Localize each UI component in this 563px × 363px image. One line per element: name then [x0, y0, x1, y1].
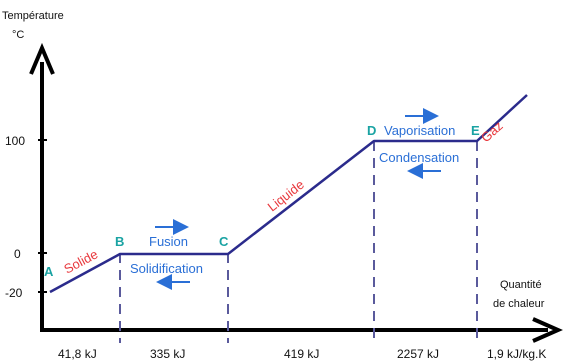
point-label-a: A [44, 264, 54, 279]
energy-label-solid-heating: 41,8 kJ [58, 347, 97, 361]
y-tick-label-minus20: -20 [5, 286, 23, 300]
x-axis-title-line2: de chaleur [493, 298, 545, 310]
y-tick-label-100: 100 [5, 134, 25, 148]
point-label-d: D [367, 123, 376, 138]
state-label-gas: Gaz [478, 118, 506, 145]
energy-label-fusion: 335 kJ [150, 347, 185, 361]
y-tick-label-0: 0 [14, 247, 21, 261]
energy-label-liquid-heating: 419 kJ [284, 347, 319, 361]
fusion-label: Fusion [149, 234, 188, 249]
y-axis-title-line2: °C [12, 29, 24, 41]
state-label-solid: Solide [61, 246, 100, 276]
condensation-label: Condensation [379, 150, 459, 165]
energy-label-gas-heating: 1,9 kJ/kg.K [487, 347, 546, 361]
y-axis-title-line1: Température [2, 10, 64, 22]
point-label-c: C [219, 234, 229, 249]
vaporisation-label: Vaporisation [384, 123, 455, 138]
energy-label-vaporisation: 2257 kJ [397, 347, 439, 361]
y-ticks [38, 139, 47, 293]
axes [29, 42, 563, 343]
heating-curve [49, 94, 528, 294]
dashed-guides [119, 141, 478, 343]
point-label-e: E [471, 123, 480, 138]
point-label-b: B [115, 234, 124, 249]
y-axis-arrowhead [29, 42, 55, 75]
solidification-label: Solidification [130, 261, 203, 276]
x-axis-title-line1: Quantité [500, 279, 542, 291]
x-axis-arrowhead [532, 317, 563, 343]
